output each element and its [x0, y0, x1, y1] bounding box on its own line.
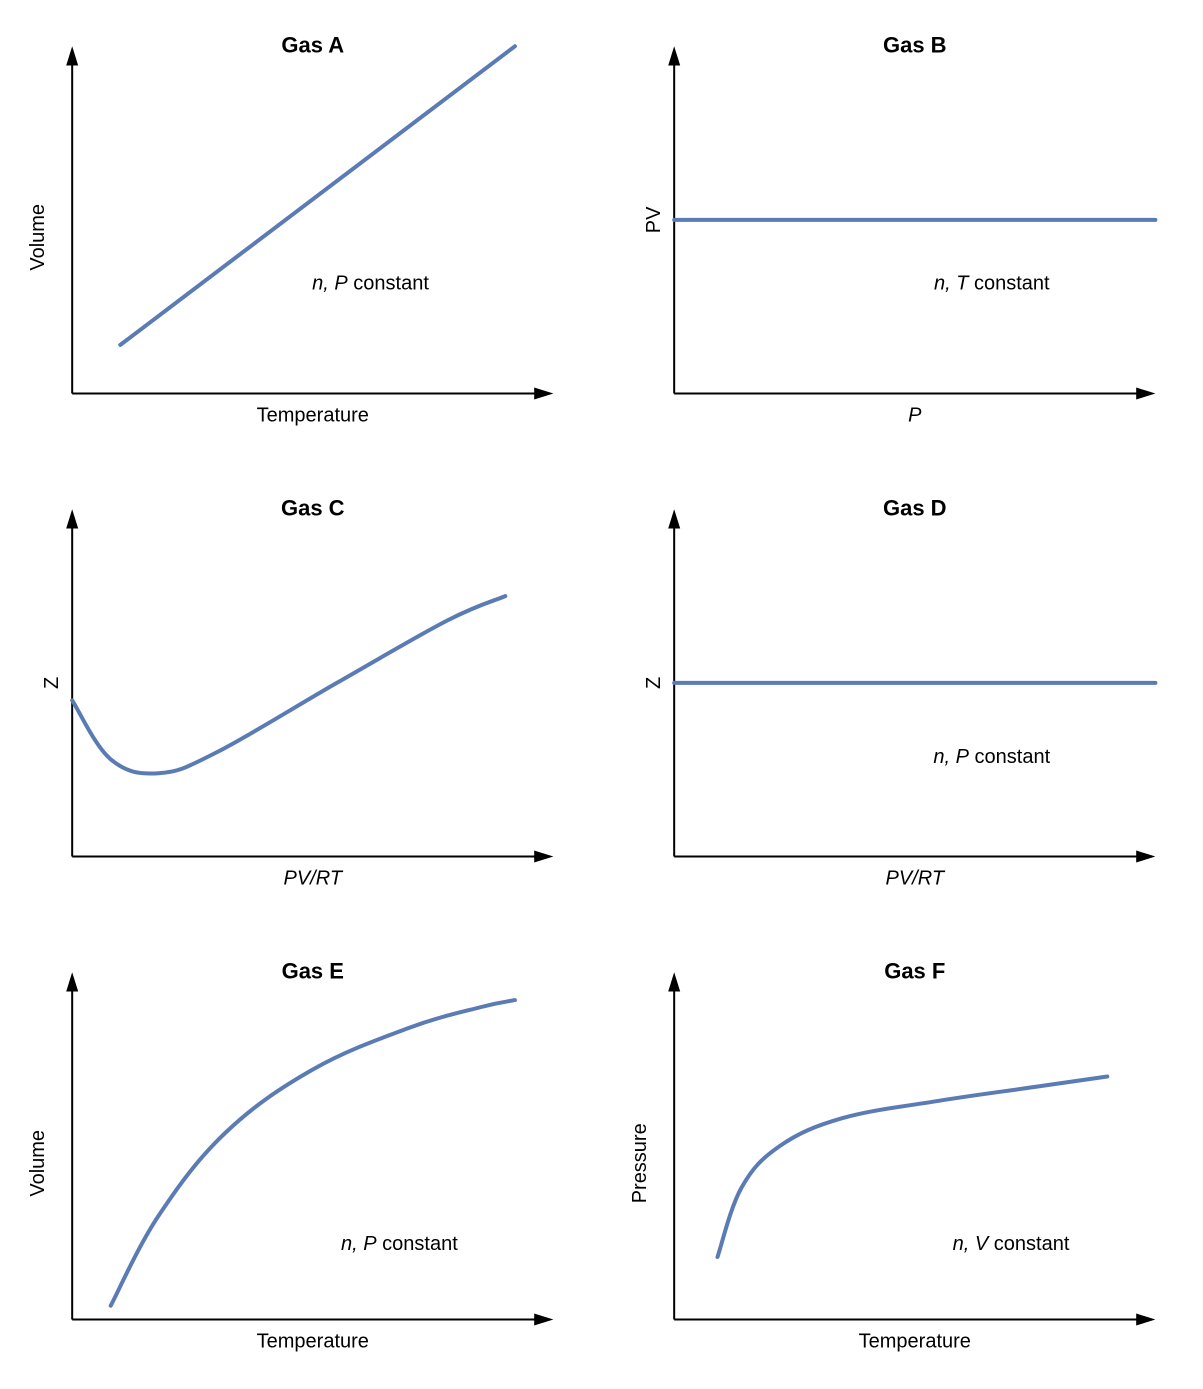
annotation: n, V constant — [952, 1233, 1069, 1255]
annotation: n, P constant — [312, 272, 429, 294]
y-axis-label: Volume — [27, 204, 49, 271]
data-curve — [717, 1077, 1107, 1258]
y-axis-arrow — [668, 509, 680, 528]
chart-gas-e: Gas E Temperature Volume n, P constant — [0, 926, 602, 1389]
chart-title: Gas E — [282, 958, 344, 983]
x-axis-label: PV/RT — [885, 868, 945, 890]
y-axis-label: Z — [643, 677, 665, 689]
y-axis-label: Volume — [27, 1130, 49, 1197]
x-axis-label: Temperature — [257, 1331, 369, 1353]
y-axis-arrow — [668, 972, 680, 991]
x-axis-label: Temperature — [257, 405, 369, 427]
data-curve — [120, 46, 515, 345]
chart-title: Gas B — [882, 32, 946, 57]
y-axis-arrow — [668, 46, 680, 65]
chart-gas-f: Gas F Temperature Pressure n, V constant — [602, 926, 1203, 1389]
y-axis-arrow — [66, 46, 78, 65]
chart-title: Gas C — [281, 495, 345, 520]
y-axis-label: Pressure — [629, 1123, 651, 1203]
x-axis-label: PV/RT — [284, 868, 344, 890]
y-axis-arrow — [66, 972, 78, 991]
chart-title: Gas F — [884, 958, 945, 983]
chart-gas-d: Gas D PV/RT Zn, P constant — [602, 463, 1203, 926]
x-axis-arrow — [534, 851, 553, 863]
annotation: n, P constant — [341, 1233, 458, 1255]
chart-gas-b: Gas B P PV n, T constant — [602, 0, 1203, 463]
chart-grid: Gas A Temperature Volume n, P constant Gas B… — [0, 0, 1203, 1389]
x-axis-label: Temperature — [858, 1331, 970, 1353]
y-axis-label: Z — [41, 677, 63, 689]
chart-gas-c: Gas C PV/RT Z — [0, 463, 602, 926]
x-axis-label: P — [908, 405, 922, 427]
chart-gas-a: Gas A Temperature Volume n, P constant — [0, 0, 602, 463]
chart-title: Gas A — [281, 32, 344, 57]
data-curve — [111, 1000, 515, 1306]
y-axis-arrow — [66, 509, 78, 528]
x-axis-arrow — [534, 388, 553, 400]
data-curve — [72, 596, 505, 773]
x-axis-arrow — [534, 1314, 553, 1326]
annotation: n, T constant — [933, 272, 1049, 294]
x-axis-arrow — [1136, 851, 1155, 863]
x-axis-arrow — [1136, 388, 1155, 400]
chart-title: Gas D — [882, 495, 946, 520]
y-axis-label: PV — [643, 206, 665, 233]
x-axis-arrow — [1136, 1314, 1155, 1326]
annotation: n, P constant — [933, 746, 1050, 768]
